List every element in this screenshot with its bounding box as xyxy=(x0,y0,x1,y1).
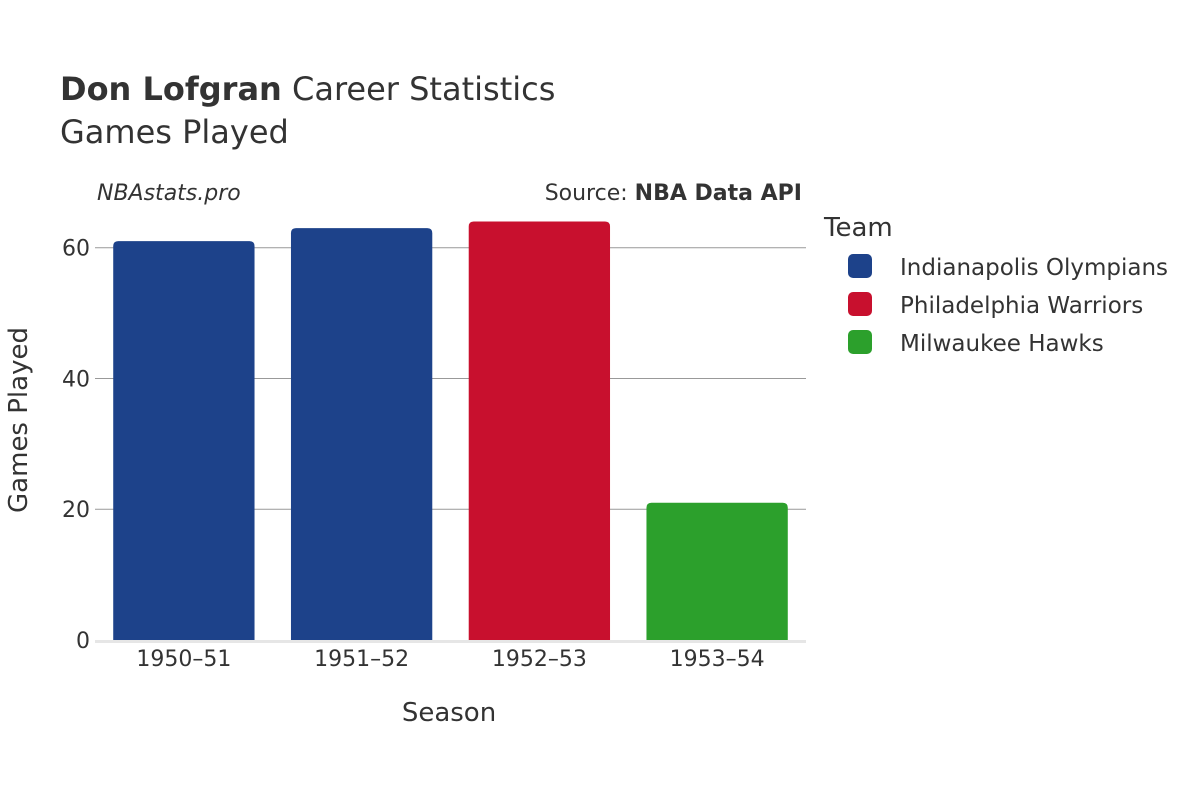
legend: Indianapolis Olympians Philadelphia Warri… xyxy=(848,254,1168,357)
x-tick-labels: 1950–51 1951–52 1952–53 1953–54 xyxy=(136,647,764,672)
y-tick-labels: 0 20 40 60 xyxy=(62,237,90,654)
legend-swatch[interactable] xyxy=(848,330,872,354)
x-tick-label: 1952–53 xyxy=(492,647,587,672)
y-tick-label: 0 xyxy=(76,629,90,654)
chart-subtitle: Games Played xyxy=(60,113,289,151)
legend-swatch[interactable] xyxy=(848,292,872,316)
x-tick-label: 1950–51 xyxy=(136,647,231,672)
legend-swatch[interactable] xyxy=(848,254,872,278)
bar[interactable] xyxy=(113,241,255,640)
bar[interactable] xyxy=(468,221,611,641)
bar[interactable] xyxy=(290,228,433,641)
x-axis-title: Season xyxy=(402,698,496,728)
bars xyxy=(95,221,806,643)
watermark: NBAstats.pro xyxy=(97,181,241,206)
x-tick-label: 1953–54 xyxy=(670,647,765,672)
chart-title-player: Don Lofgran xyxy=(60,70,282,108)
chart-title: Don Lofgran Career Statistics xyxy=(60,70,555,108)
legend-label[interactable]: Milwaukee Hawks xyxy=(900,331,1104,357)
y-tick-label: 60 xyxy=(62,237,90,262)
y-tick-label: 40 xyxy=(62,367,90,392)
x-tick-label: 1951–52 xyxy=(314,647,409,672)
y-axis-title: Games Played xyxy=(4,327,34,513)
legend-label[interactable]: Philadelphia Warriors xyxy=(900,293,1143,319)
y-tick-label: 20 xyxy=(62,498,90,523)
chart-title-rest: Career Statistics xyxy=(282,70,556,108)
bar[interactable] xyxy=(646,502,788,640)
legend-title: Team xyxy=(823,213,893,243)
source-name: NBA Data API xyxy=(635,181,802,206)
legend-label[interactable]: Indianapolis Olympians xyxy=(900,255,1168,281)
source-credit: Source: NBA Data API xyxy=(545,181,802,206)
source-prefix: Source: xyxy=(545,181,635,206)
